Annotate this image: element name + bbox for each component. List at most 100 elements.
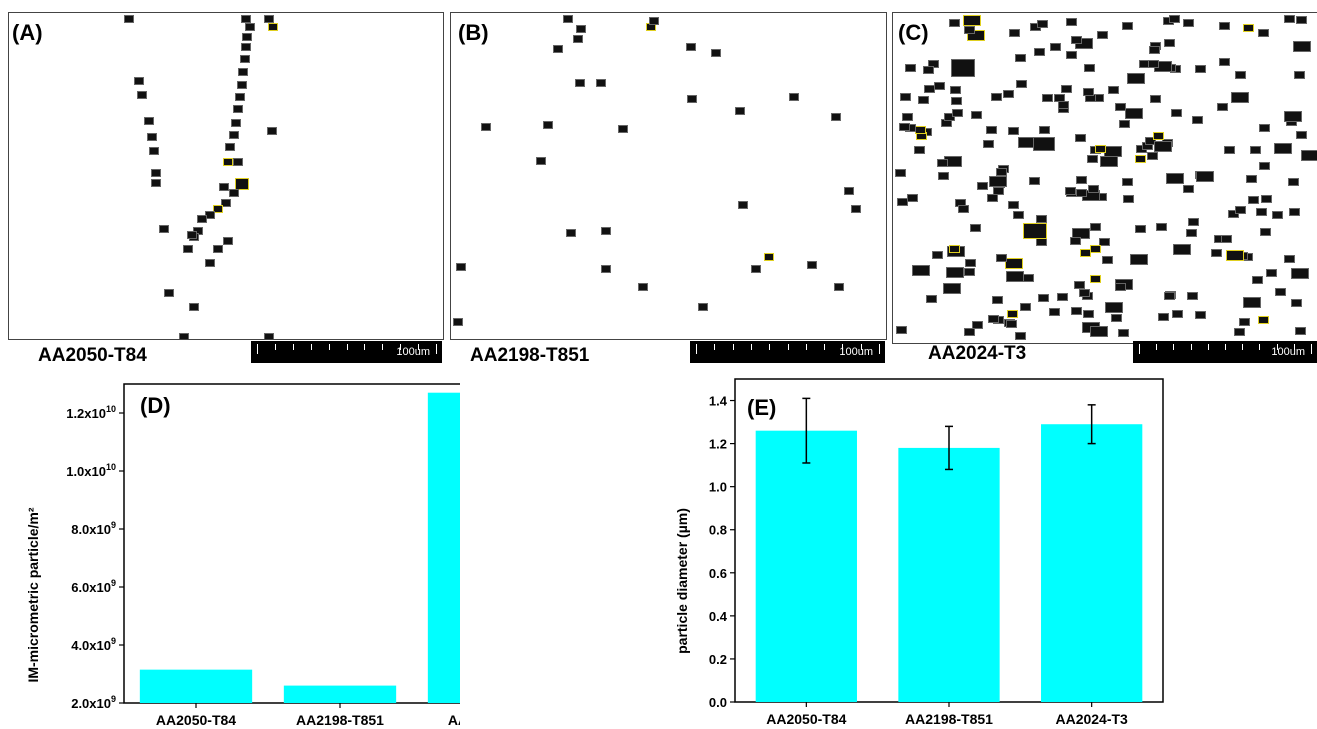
particle xyxy=(553,45,563,53)
particle xyxy=(918,96,929,104)
y-tick-label: 1.0x1010 xyxy=(66,462,116,479)
y-tick-label: 0.2 xyxy=(709,652,727,667)
particle xyxy=(1065,187,1076,195)
particle xyxy=(229,131,239,139)
particle xyxy=(1115,103,1126,111)
particle xyxy=(1248,196,1259,204)
alloy-label-a: AA2050-T84 xyxy=(38,345,147,366)
particle xyxy=(1034,48,1045,56)
particle xyxy=(1061,85,1072,93)
particle xyxy=(205,259,215,267)
particle xyxy=(638,283,648,291)
scale-ticks xyxy=(696,344,880,354)
particle xyxy=(596,79,606,87)
particle xyxy=(989,176,1007,187)
bar-aa2198-t851 xyxy=(283,685,397,703)
particle xyxy=(1158,313,1169,321)
particle xyxy=(1196,171,1214,182)
particle xyxy=(229,189,239,197)
particle xyxy=(151,169,161,177)
particle xyxy=(1183,185,1194,193)
scale-tick xyxy=(274,344,276,350)
particle xyxy=(231,119,241,127)
particle xyxy=(1234,328,1245,336)
particle xyxy=(1036,238,1047,246)
scale-tick xyxy=(732,344,734,350)
x-tick-label: AA2198-T851 xyxy=(296,712,384,725)
particle xyxy=(1090,275,1101,283)
particle xyxy=(900,93,911,101)
particle xyxy=(958,205,969,213)
chart-d-panel-letter: (D) xyxy=(140,393,171,418)
particle xyxy=(1243,24,1254,32)
scale-tick xyxy=(400,344,402,350)
scale-tick xyxy=(257,344,258,354)
particle xyxy=(996,254,1007,262)
particle xyxy=(1090,245,1101,253)
particle xyxy=(197,215,207,223)
particle xyxy=(134,77,144,85)
particle xyxy=(1084,64,1095,72)
scale-tick xyxy=(750,344,752,350)
particle xyxy=(923,66,934,74)
particle xyxy=(938,172,949,180)
scale-tick xyxy=(1190,344,1192,350)
particle xyxy=(1075,134,1086,142)
particle xyxy=(1023,223,1047,239)
particle xyxy=(1135,155,1146,163)
particle xyxy=(189,303,199,311)
particle xyxy=(950,86,961,94)
particle xyxy=(1076,176,1087,184)
scale-bar-a: 100um xyxy=(251,341,442,363)
particle xyxy=(179,333,189,339)
scale-ticks xyxy=(1139,344,1312,354)
particle xyxy=(1072,228,1090,239)
particle xyxy=(1090,326,1108,337)
particle xyxy=(1284,111,1302,122)
particle xyxy=(831,113,841,121)
particle xyxy=(264,333,274,339)
particle xyxy=(566,229,576,237)
particle xyxy=(1105,302,1123,313)
particle xyxy=(147,133,157,141)
particle xyxy=(944,113,955,121)
particle xyxy=(1080,249,1091,257)
particle xyxy=(241,15,251,23)
particle xyxy=(1186,229,1197,237)
particle xyxy=(235,178,249,190)
particle xyxy=(834,283,844,291)
particle xyxy=(601,227,611,235)
scale-tick xyxy=(1259,344,1261,350)
y-tick-label: 1.4 xyxy=(709,394,728,409)
scale-tick xyxy=(696,344,697,354)
particle xyxy=(1272,211,1283,219)
particle xyxy=(965,259,976,267)
particle xyxy=(851,205,861,213)
alloy-label-b: AA2198-T851 xyxy=(470,345,590,366)
particle xyxy=(1284,255,1295,263)
particle xyxy=(1258,29,1269,37)
particle xyxy=(926,295,937,303)
scale-bar-b: 100um xyxy=(690,341,885,363)
particle xyxy=(1301,150,1317,161)
particle xyxy=(649,17,659,25)
particle xyxy=(543,121,553,129)
particle xyxy=(481,123,491,131)
particle xyxy=(240,55,250,63)
particle xyxy=(983,140,994,148)
particle xyxy=(1195,65,1206,73)
particle xyxy=(1296,16,1307,24)
particle xyxy=(1036,215,1047,223)
particle xyxy=(1083,310,1094,318)
particle xyxy=(1156,223,1167,231)
particle xyxy=(219,183,229,191)
particle xyxy=(964,268,975,276)
particle xyxy=(1008,201,1019,209)
alloy-label-c: AA2024-T3 xyxy=(928,343,1027,364)
particle xyxy=(245,23,255,31)
particle xyxy=(164,289,174,297)
particle xyxy=(1003,90,1014,98)
particle xyxy=(897,198,908,206)
particle xyxy=(971,111,982,119)
x-tick-label: AA2024-T3 xyxy=(1055,711,1128,727)
